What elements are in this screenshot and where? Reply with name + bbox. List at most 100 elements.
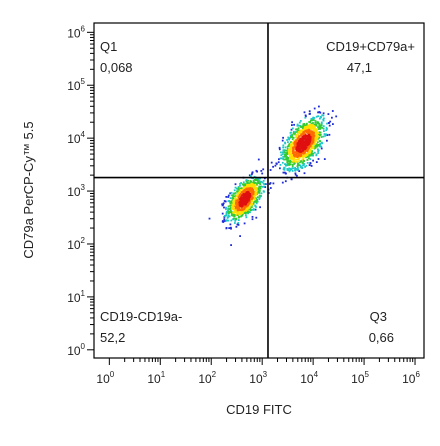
event-dot	[231, 214, 234, 217]
event-dot	[313, 123, 315, 126]
event-dot	[242, 184, 245, 187]
event-dot	[289, 169, 291, 172]
event-dot	[257, 191, 260, 193]
event-dot	[230, 227, 232, 230]
event-dot	[260, 185, 263, 188]
quadrant-q2-value: 47,1	[347, 60, 372, 75]
event-dot	[305, 141, 308, 143]
event-dot	[305, 156, 307, 159]
event-dot	[281, 139, 284, 142]
event-dot	[314, 139, 317, 142]
event-dot	[300, 136, 303, 139]
event-dot	[291, 135, 293, 138]
event-dot	[296, 160, 298, 163]
event-dot	[299, 130, 302, 132]
event-dot	[306, 152, 309, 155]
event-dot	[254, 200, 256, 203]
event-dot	[295, 128, 297, 131]
event-dot	[243, 198, 246, 200]
event-dot	[233, 215, 236, 218]
event-dot	[290, 147, 293, 149]
event-dot	[237, 202, 240, 205]
event-dot	[320, 116, 322, 119]
event-dot	[237, 223, 239, 225]
event-dot	[311, 150, 313, 152]
event-dot	[237, 222, 240, 224]
event-dot	[238, 199, 240, 202]
event-dot	[297, 124, 300, 127]
event-dot	[288, 167, 291, 170]
event-dot	[229, 197, 232, 199]
event-dot	[317, 148, 319, 151]
event-dot	[292, 150, 295, 153]
event-dot	[293, 161, 296, 164]
event-dot	[286, 163, 289, 166]
event-dot	[227, 207, 229, 210]
event-dot	[233, 210, 236, 213]
quadrant-q4: CD19-CD19a- 52,2	[100, 309, 182, 345]
event-dot	[286, 139, 288, 141]
event-dot	[319, 126, 321, 129]
event-dot	[289, 134, 292, 137]
event-dot	[268, 183, 271, 185]
y-axis-ticks: 100 101 102 103 104 105 106	[67, 24, 94, 358]
event-dot	[237, 188, 240, 191]
event-dot	[306, 162, 309, 164]
event-dot	[307, 155, 309, 158]
event-dot	[252, 190, 255, 193]
event-dot	[245, 214, 247, 217]
event-dot	[286, 146, 289, 148]
event-dot	[256, 170, 258, 173]
event-dot	[236, 210, 239, 213]
event-dot	[303, 111, 306, 114]
event-dot	[272, 182, 275, 185]
event-dot	[227, 214, 230, 217]
event-dot	[318, 123, 321, 126]
event-dot	[315, 115, 318, 118]
event-dot	[325, 126, 328, 129]
event-dot	[313, 126, 315, 129]
quadrant-q3-name: Q3	[370, 309, 387, 324]
event-dot	[274, 164, 277, 167]
event-dot	[297, 168, 300, 171]
event-dot	[294, 161, 297, 163]
event-dot	[322, 135, 325, 138]
event-dot	[305, 115, 307, 118]
event-dot	[299, 124, 301, 127]
event-dot	[223, 206, 225, 209]
event-dot	[314, 120, 317, 122]
event-dot	[288, 170, 291, 173]
event-dot	[327, 122, 330, 124]
event-dot	[306, 132, 309, 134]
event-dot	[295, 136, 298, 138]
event-dot	[248, 206, 251, 209]
event-dot	[240, 187, 243, 190]
event-dot	[284, 154, 287, 156]
event-dot	[227, 196, 230, 198]
event-dot	[332, 123, 334, 125]
event-dot	[239, 189, 242, 191]
event-dot	[236, 195, 239, 198]
event-dot	[320, 141, 323, 144]
event-dot	[296, 174, 298, 177]
event-dot	[308, 110, 311, 113]
event-dot	[254, 204, 256, 207]
event-dot	[291, 163, 294, 166]
x-tick-label: 100	[96, 370, 114, 386]
event-dot	[312, 122, 314, 124]
quadrant-q3-value: 0,66	[369, 330, 394, 345]
y-tick-label: 103	[67, 183, 85, 199]
event-dot	[298, 160, 300, 162]
event-dot	[317, 128, 320, 130]
event-dot	[237, 215, 240, 218]
event-dot	[250, 190, 253, 193]
event-dot	[302, 161, 304, 164]
event-dot	[226, 211, 229, 213]
event-dot	[296, 165, 299, 168]
event-dot	[302, 142, 305, 145]
event-dot	[236, 209, 239, 212]
event-dot	[280, 151, 282, 154]
event-dot	[306, 143, 309, 146]
event-dot	[252, 202, 255, 205]
